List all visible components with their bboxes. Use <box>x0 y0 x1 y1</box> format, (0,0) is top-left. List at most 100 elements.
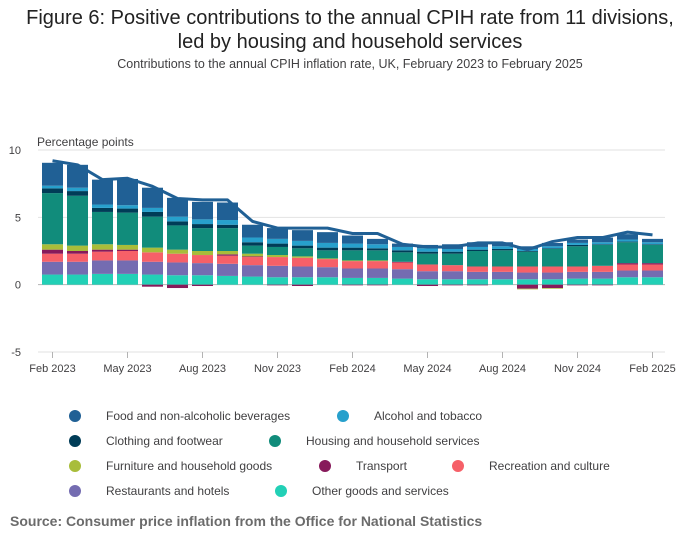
bar-segment <box>417 251 438 254</box>
bar-segment <box>92 204 113 208</box>
bar-segment <box>417 271 438 280</box>
bar-segment <box>292 240 313 246</box>
bar-segment <box>592 244 613 245</box>
bar-segment <box>267 228 288 239</box>
bar-segment <box>542 288 563 289</box>
bar-segment <box>267 277 288 285</box>
bar-segment <box>42 185 63 189</box>
legend-label: Transport <box>356 459 408 473</box>
bar-segment <box>292 245 313 249</box>
bar-segment <box>517 246 538 249</box>
bar-segment <box>92 244 113 250</box>
bar-segment <box>67 187 88 192</box>
bar-segment <box>267 257 288 266</box>
bar-segment <box>592 265 613 272</box>
bar-segment <box>467 251 488 267</box>
bar-segment <box>192 201 213 220</box>
bar-segment <box>642 244 663 264</box>
bar-segment <box>317 258 338 260</box>
bar-segment <box>217 255 238 264</box>
bar-segment <box>492 279 513 285</box>
legend-swatch <box>69 410 81 422</box>
x-tick-label: Aug 2023 <box>179 363 226 375</box>
bar-segment <box>217 202 238 221</box>
bar-segment <box>67 195 88 246</box>
bar-segment <box>192 255 213 264</box>
x-tick-label: May 2023 <box>103 363 151 375</box>
bar-segment <box>442 251 463 254</box>
bar-segment <box>142 274 163 285</box>
bar-segment <box>217 220 238 225</box>
bar-segment <box>292 266 313 278</box>
bar-segment <box>142 207 163 212</box>
bar-segment <box>417 264 438 272</box>
bar-segment <box>617 277 638 285</box>
bar-segment <box>42 162 63 186</box>
bar-segment <box>192 228 213 251</box>
bar-segment <box>167 262 188 276</box>
y-tick-label: -5 <box>11 347 21 359</box>
legend-swatch <box>319 460 331 472</box>
y-tick-label: 0 <box>15 280 21 292</box>
bar-segment <box>492 271 513 280</box>
bar-segment <box>292 256 313 258</box>
bar-segment <box>292 230 313 241</box>
bar-segment <box>367 244 388 249</box>
bar-segment <box>592 242 613 245</box>
bar-segment <box>642 277 663 285</box>
bar-segment <box>242 237 263 243</box>
bar-segment <box>192 275 213 285</box>
bar-segment <box>567 266 588 272</box>
chart-title: Figure 6: Positive contributions to the … <box>0 6 700 54</box>
legend-swatch <box>269 435 281 447</box>
bar-segment <box>567 271 588 279</box>
legend-label: Housing and household services <box>306 434 479 448</box>
legend-label: Recreation and culture <box>489 459 610 473</box>
bar-segment <box>42 188 63 194</box>
bar-segment <box>242 256 263 258</box>
bar-segment <box>142 247 163 253</box>
bar-segment <box>217 224 238 229</box>
y-tick-label: 5 <box>15 212 21 224</box>
chart-legend: Food and non-alcoholic beverages Alcohol … <box>69 409 610 498</box>
bar-segment <box>542 248 563 267</box>
bar-segment <box>267 238 288 244</box>
bar-segment <box>67 261 88 275</box>
bar-segment <box>542 284 563 289</box>
bar-segment <box>142 252 163 262</box>
bar-segment <box>592 284 613 286</box>
bar-segment <box>342 277 363 285</box>
bar-segment <box>292 257 313 267</box>
bar-segment <box>342 261 363 269</box>
bar-segment <box>467 279 488 285</box>
bar-segment <box>117 251 138 261</box>
bar-segment <box>242 265 263 277</box>
bar-segment <box>242 276 263 285</box>
bar-segment <box>242 253 263 257</box>
bar-segment <box>342 250 363 261</box>
bar-segment <box>267 255 288 258</box>
bar-segment <box>292 277 313 285</box>
bar-segment <box>542 279 563 285</box>
x-tick-label: Nov 2023 <box>254 363 301 375</box>
legend-swatch <box>452 460 464 472</box>
stacked-bar-chart: -5 0 5 10 Percentage points Feb 2023 May 2023 A… <box>9 135 676 375</box>
bar-segment <box>492 248 513 251</box>
legend-swatch <box>69 460 81 472</box>
bar-segment <box>92 211 113 245</box>
bar-segment <box>242 245 263 254</box>
bar-segment <box>467 271 488 280</box>
bar-segment <box>242 257 263 266</box>
legend-swatch <box>69 485 81 497</box>
x-tick-label: May 2024 <box>403 363 451 375</box>
bar-segment <box>417 248 438 252</box>
bar-segment <box>567 244 588 247</box>
bar-segment <box>67 253 88 262</box>
bar-segment <box>517 266 538 273</box>
bar-segment <box>592 237 613 243</box>
bar-segment <box>417 253 438 265</box>
bar-segment <box>642 270 663 278</box>
bar-segment <box>217 263 238 276</box>
bar-segment <box>417 284 438 287</box>
bar-segment <box>267 284 288 286</box>
